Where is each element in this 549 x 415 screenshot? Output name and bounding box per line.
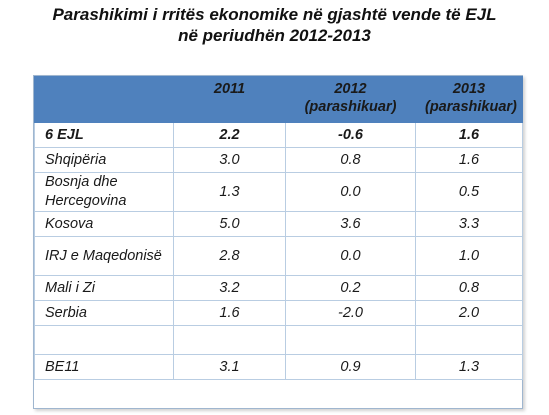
value-2011-cell — [173, 325, 286, 355]
table-row: Shqipëria 3.0 0.8 1.6 — [34, 147, 523, 173]
value-2012-cell: 0.0 — [285, 236, 416, 276]
value-2013-cell: 1.3 — [415, 354, 523, 380]
value-2013-cell: 1.6 — [415, 121, 523, 148]
value-2011-cell: 1.3 — [173, 172, 286, 212]
value-2012-cell: 3.6 — [285, 211, 416, 237]
value-2013-cell: 0.8 — [415, 275, 523, 301]
row-name-cell: Bosnja dhe Hercegovina — [34, 172, 174, 212]
growth-table: 2011 2012 (parashikuar) 2013 (parashikua… — [34, 76, 523, 380]
header-2013: 2013 (parashikuar) — [415, 76, 523, 123]
value-2011-cell: 2.2 — [173, 121, 286, 148]
value-2013-cell: 0.5 — [415, 172, 523, 212]
row-name-cell: Kosova — [34, 211, 174, 237]
table-row: 6 EJL 2.2 -0.6 1.6 — [34, 121, 523, 148]
value-2012-cell: 0.9 — [285, 354, 416, 380]
table-row: BE11 3.1 0.9 1.3 — [34, 354, 523, 380]
value-2012-cell: 0.0 — [285, 172, 416, 212]
table-header-row: 2011 2012 (parashikuar) 2013 (parashikua… — [34, 76, 523, 123]
header-2011: 2011 — [173, 76, 286, 123]
header-2012-label: 2012 — [334, 81, 367, 97]
value-2012-cell: 0.2 — [285, 275, 416, 301]
value-2011-cell: 3.0 — [173, 147, 286, 173]
value-2011-cell: 2.8 — [173, 236, 286, 276]
table-row: Mali i Zi 3.2 0.2 0.8 — [34, 275, 523, 301]
value-2011-cell: 3.2 — [173, 275, 286, 301]
header-2013-sub: (parashikuar) — [425, 99, 517, 115]
row-name-cell: 6 EJL — [34, 121, 174, 148]
header-2012-sub: (parashikuar) — [304, 99, 397, 115]
header-country — [34, 76, 174, 123]
header-2012: 2012 (parashikuar) — [285, 76, 416, 123]
table-row: IRJ e Maqedonisë 2.8 0.0 1.0 — [34, 236, 523, 276]
row-name-cell: Shqipëria — [34, 147, 174, 173]
chart-title-line1: Parashikimi i rritës ekonomike në gjasht… — [52, 5, 497, 24]
chart-title: Parashikimi i rritës ekonomike në gjasht… — [0, 4, 549, 46]
row-name-cell: Mali i Zi — [34, 275, 174, 301]
value-2011-cell: 3.1 — [173, 354, 286, 380]
row-name-cell — [34, 325, 174, 355]
header-2013-label: 2013 — [452, 81, 486, 97]
header-2011-label: 2011 — [213, 81, 246, 97]
table-row: Bosnja dhe Hercegovina 1.3 0.0 0.5 — [34, 172, 523, 212]
growth-table-container: 2011 2012 (parashikuar) 2013 (parashikua… — [33, 75, 523, 409]
value-2013-cell: 2.0 — [415, 300, 523, 326]
table-body: 6 EJL 2.2 -0.6 1.6 Shqipëria 3.0 0.8 1.6 Bosnja … — [34, 121, 523, 380]
value-2012-cell: 0.8 — [285, 147, 416, 173]
value-2013-cell: 1.6 — [415, 147, 523, 173]
value-2012-cell: -0.6 — [285, 121, 416, 148]
value-2013-cell: 3.3 — [415, 211, 523, 237]
row-name-cell: BE11 — [34, 354, 174, 380]
value-2011-cell: 5.0 — [173, 211, 286, 237]
table-row: Serbia 1.6 -2.0 2.0 — [34, 300, 523, 326]
table-row — [34, 325, 523, 355]
value-2011-cell: 1.6 — [173, 300, 286, 326]
chart-title-line2: në periudhën 2012-2013 — [178, 26, 371, 45]
row-name-cell: Serbia — [34, 300, 174, 326]
row-name-cell: IRJ e Maqedonisë — [34, 236, 174, 276]
value-2012-cell: -2.0 — [285, 300, 416, 326]
value-2013-cell: 1.0 — [415, 236, 523, 276]
table-row: Kosova 5.0 3.6 3.3 — [34, 211, 523, 237]
value-2013-cell — [415, 325, 523, 355]
value-2012-cell — [285, 325, 416, 355]
